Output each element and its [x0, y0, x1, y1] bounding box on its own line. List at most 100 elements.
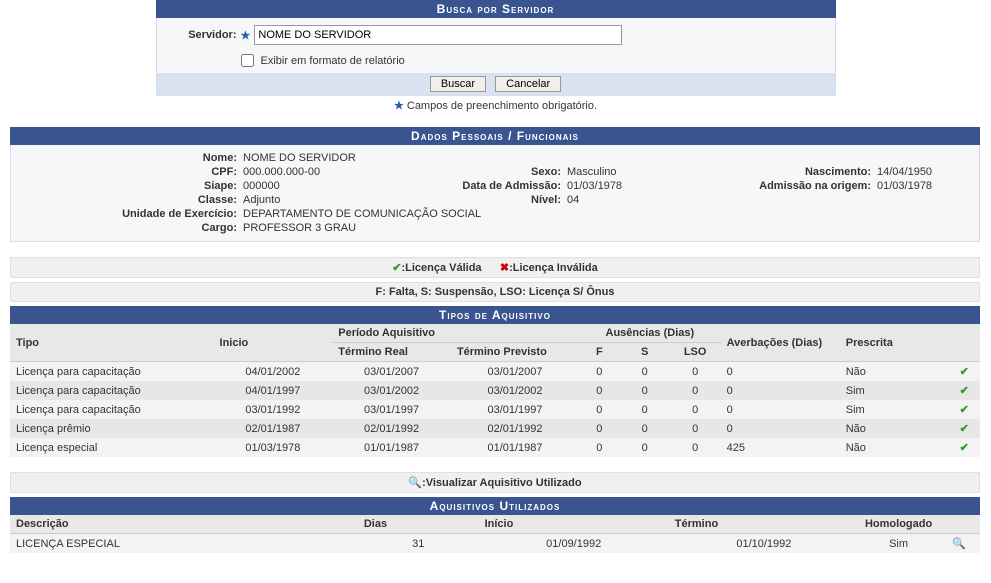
th-treal: Término Real: [332, 343, 451, 362]
legend-licenca: ✔:Licença Válida ✖:Licença Inválida: [10, 257, 980, 278]
cell-averb: 0: [721, 362, 840, 382]
th-s: S: [620, 343, 670, 362]
dados-body: Nome:NOME DO SERVIDOR CPF:000.000.000-00…: [10, 145, 980, 242]
cell-presc: Sim: [840, 400, 949, 419]
nivel-label: Nível:: [411, 194, 565, 206]
admorig-value: 01/03/1978: [875, 180, 932, 192]
admorig-label: Admissão na origem:: [711, 180, 875, 192]
th-tipo: Tipo: [10, 324, 214, 362]
cell-tprev: 01/01/1987: [451, 438, 579, 457]
table-row: Licença para capacitação03/01/199203/01/…: [10, 400, 980, 419]
cell-treal: 03/01/2002: [332, 381, 451, 400]
dados-title: Dados Pessoais / Funcionais: [10, 127, 980, 145]
cell-s: 0: [620, 438, 670, 457]
search-panel: Busca por Servidor Servidor: ★ Exibir em…: [156, 0, 836, 112]
valid-icon: ✔: [949, 438, 980, 457]
note-text: Campos de preenchimento obrigatório.: [407, 100, 597, 112]
th-aus: Ausências (Dias): [579, 324, 721, 343]
table-row: LICENÇA ESPECIAL3101/09/199201/10/1992Si…: [10, 534, 980, 554]
classe-label: Classe:: [21, 194, 241, 206]
cell-tprev: 03/01/2002: [451, 381, 579, 400]
unidade-label: Unidade de Exercício:: [21, 208, 241, 220]
checkbox-row: Exibir em formato de relatório: [157, 48, 835, 73]
sexo-label: Sexo:: [411, 166, 565, 178]
nome-label: Nome:: [21, 152, 241, 164]
cell-inicio: 03/01/1992: [214, 400, 333, 419]
cell-f: 0: [579, 381, 620, 400]
adm-label: Data de Admissão:: [411, 180, 565, 192]
table-row: Licença para capacitação04/01/200203/01/…: [10, 362, 980, 382]
visualizar-row: 🔍:Visualizar Aquisitivo Utilizado: [10, 472, 980, 493]
required-star-icon: ★: [241, 29, 251, 42]
cell-f: 0: [579, 400, 620, 419]
required-note: ★ Campos de preenchimento obrigatório.: [156, 96, 836, 112]
buscar-button[interactable]: Buscar: [430, 76, 486, 92]
util-title: Aquisitivos Utilizados: [10, 497, 980, 515]
table-row: Licença para capacitação04/01/199703/01/…: [10, 381, 980, 400]
cell-presc: Sim: [840, 381, 949, 400]
cell-lso: 0: [670, 438, 721, 457]
cargo-label: Cargo:: [21, 222, 241, 234]
dados-panel: Dados Pessoais / Funcionais Nome:NOME DO…: [10, 127, 980, 242]
cell-tipo: Licença especial: [10, 438, 214, 457]
nasc-value: 14/04/1950: [875, 166, 932, 178]
uth-action: [938, 515, 980, 534]
cell-averb: 0: [721, 400, 840, 419]
valid-icon: ✔: [949, 419, 980, 438]
cell-presc: Não: [840, 438, 949, 457]
legend-invalid: :Licença Inválida: [509, 262, 598, 274]
cell-s: 0: [620, 381, 670, 400]
cell-inicio: 04/01/1997: [214, 381, 333, 400]
valid-icon: ✔: [949, 381, 980, 400]
cell-f: 0: [579, 438, 620, 457]
tipos-table: Tipo Inicio Período Aquisitivo Ausências…: [10, 324, 980, 457]
cell-inicio: 04/01/2002: [214, 362, 333, 382]
cell-lso: 0: [670, 400, 721, 419]
cell-s: 0: [620, 400, 670, 419]
cell-treal: 03/01/2007: [332, 362, 451, 382]
cell-averb: 425: [721, 438, 840, 457]
th-lso: LSO: [670, 343, 721, 362]
cell-f: 0: [579, 362, 620, 382]
th-tprev: Término Previsto: [451, 343, 579, 362]
legend-valid: :Licença Válida: [401, 262, 481, 274]
cell-lso: 0: [670, 419, 721, 438]
legend-1: ✔:Licença Válida ✖:Licença Inválida: [10, 257, 980, 278]
uth-desc: Descrição: [10, 515, 358, 534]
search-title: Busca por Servidor: [156, 0, 836, 18]
uth-dias: Dias: [358, 515, 479, 534]
relatorio-checkbox[interactable]: [241, 54, 254, 67]
cancelar-button[interactable]: Cancelar: [495, 76, 561, 92]
uth-inicio: Início: [479, 515, 669, 534]
cell-tprev: 03/01/2007: [451, 362, 579, 382]
cell-termino: 01/10/1992: [669, 534, 859, 554]
cell-tipo: Licença para capacitação: [10, 362, 214, 382]
cell-inicio: 01/03/1978: [214, 438, 333, 457]
button-row: Buscar Cancelar: [157, 73, 835, 95]
util-panel: Aquisitivos Utilizados Descrição Dias In…: [10, 497, 980, 553]
unidade-value: DEPARTAMENTO DE COMUNICAÇÃO SOCIAL: [241, 208, 481, 220]
cell-homo: Sim: [859, 534, 938, 554]
th-valid: [949, 324, 980, 362]
cell-averb: 0: [721, 381, 840, 400]
magnify-icon: 🔍: [408, 477, 422, 489]
view-icon[interactable]: 🔍: [938, 534, 980, 554]
visualizar-legend: 🔍:Visualizar Aquisitivo Utilizado: [10, 472, 980, 493]
th-inicio: Inicio: [214, 324, 333, 362]
cell-inicio: 01/09/1992: [479, 534, 669, 554]
cell-averb: 0: [721, 419, 840, 438]
uth-termino: Término: [669, 515, 859, 534]
nasc-label: Nascimento:: [711, 166, 875, 178]
x-icon: ✖: [500, 262, 509, 274]
cell-s: 0: [620, 362, 670, 382]
table-row: Licença prêmio02/01/198702/01/199202/01/…: [10, 419, 980, 438]
search-body: Servidor: ★ Exibir em formato de relatór…: [156, 18, 836, 96]
cpf-value: 000.000.000-00: [241, 166, 320, 178]
cell-desc: LICENÇA ESPECIAL: [10, 534, 358, 554]
table-row: Licença especial01/03/197801/01/198701/0…: [10, 438, 980, 457]
search-label: Servidor:: [167, 29, 241, 41]
cell-tprev: 02/01/1992: [451, 419, 579, 438]
cell-lso: 0: [670, 362, 721, 382]
servidor-input[interactable]: [254, 25, 622, 45]
cell-s: 0: [620, 419, 670, 438]
